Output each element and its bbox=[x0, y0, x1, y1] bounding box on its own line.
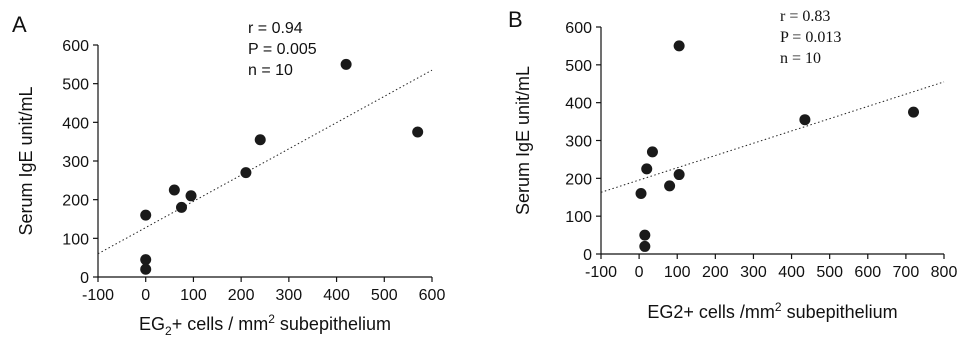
panel-b-y-axis-label: Serum IgE unit/mL bbox=[513, 66, 533, 215]
panel-b-x-axis-label-part: EG2+ cells /mm bbox=[647, 302, 775, 322]
panel-b-x-axis-label: EG2+ cells /mm2 subepithelium bbox=[647, 300, 897, 322]
panel-a-x-tick-label: 500 bbox=[371, 287, 398, 304]
panel-a-x-tick-label: 100 bbox=[180, 287, 207, 304]
panel-a-x-axis-label-part: 2 bbox=[165, 324, 172, 337]
panel-a-y-tick-label: 100 bbox=[62, 231, 89, 248]
panel-a-y-tick-label: 400 bbox=[62, 115, 89, 132]
panel-b-x-tick-label: 100 bbox=[664, 264, 691, 281]
panel-b-data-point bbox=[646, 146, 658, 158]
panel-a-data-point bbox=[340, 58, 352, 70]
panel-a-x-tick-label: -100 bbox=[82, 287, 114, 304]
panel-b-x-tick-label: 700 bbox=[893, 264, 920, 281]
panel-b-data-point bbox=[641, 163, 653, 175]
panel-a-y-tick-label: 0 bbox=[80, 270, 89, 287]
panel-b-x-tick-label: 0 bbox=[635, 264, 644, 281]
panel-a-stat-line: r = 0.94 bbox=[248, 20, 303, 37]
panel-a-trendline bbox=[97, 69, 433, 255]
panel-a-x-axis-label-part: + cells / mm bbox=[172, 314, 269, 334]
panel-b-y-tick-label: 0 bbox=[583, 247, 592, 264]
panel-a-x-axis-label: EG2+ cells / mm2 subepithelium bbox=[139, 312, 391, 337]
panel-b-data-point bbox=[908, 106, 920, 118]
panel-a-stat-line: n = 10 bbox=[248, 62, 293, 79]
panel-b-data-point bbox=[799, 114, 811, 126]
panel-a-letter: A bbox=[12, 12, 27, 37]
panel-a-x-axis-label-part: 2 bbox=[268, 312, 275, 326]
panel-b-stat-line: r = 0.83 bbox=[780, 8, 830, 25]
panel-b-stat-line: n = 10 bbox=[780, 50, 821, 67]
panel-b-x-tick-label: 800 bbox=[931, 264, 958, 281]
panel-b-data-point bbox=[639, 240, 651, 252]
panel-b-data-point bbox=[673, 40, 685, 52]
panel-a-x-tick-label: 600 bbox=[419, 287, 446, 304]
panel-a-x-tick-label: 200 bbox=[228, 287, 255, 304]
panel-a-data-point bbox=[140, 209, 152, 221]
panel-b-y-tick-label: 500 bbox=[565, 58, 592, 75]
panel-b-data-point bbox=[664, 180, 676, 192]
panel-b-data-point bbox=[635, 187, 647, 199]
panel-a-x-axis-label-part: subepithelium bbox=[275, 314, 391, 334]
panel-a-data-point bbox=[412, 126, 424, 138]
panel-a-y-tick-label: 200 bbox=[62, 193, 89, 210]
panel-a-y-tick-label: 600 bbox=[62, 38, 89, 55]
panel-a-x-tick-label: 400 bbox=[323, 287, 350, 304]
panel-b-y-tick-label: 600 bbox=[565, 20, 592, 37]
panel-a-data-point bbox=[254, 134, 266, 146]
panel-b-data-point bbox=[673, 169, 685, 181]
panel-b-x-axis-label-part: subepithelium bbox=[782, 302, 898, 322]
panel-a-data-point bbox=[185, 190, 197, 202]
panel-a-x-tick-label: 300 bbox=[276, 287, 303, 304]
panel-b-x-tick-label: 200 bbox=[702, 264, 729, 281]
panel-a-stat-line: P = 0.005 bbox=[248, 41, 317, 58]
panel-a-data-point bbox=[168, 184, 180, 196]
panel-a-x-tick-label: 0 bbox=[141, 287, 150, 304]
panel-b-letter: B bbox=[508, 7, 523, 32]
panel-a-data-point bbox=[140, 263, 152, 275]
panel-a-x-axis-label-part: EG bbox=[139, 314, 165, 334]
panel-b-y-tick-label: 300 bbox=[565, 134, 592, 151]
panel-b-y-tick-label: 200 bbox=[565, 171, 592, 188]
panel-a-data-point bbox=[176, 201, 187, 213]
panel-b-x-tick-label: 500 bbox=[816, 264, 843, 281]
panel-a-data-point bbox=[140, 254, 152, 266]
panel-a-data-point bbox=[240, 167, 252, 179]
panel-a-y-axis-label: Serum IgE unit/mL bbox=[16, 86, 36, 235]
panel-a-y-tick-label: 300 bbox=[62, 154, 89, 171]
panel-a-y-tick-label: 500 bbox=[62, 77, 89, 94]
panel-b-x-tick-label: 600 bbox=[854, 264, 881, 281]
panel-b-stat-line: P = 0.013 bbox=[780, 29, 841, 46]
panel-b-trendline bbox=[600, 81, 945, 193]
panel-b-x-tick-label: 400 bbox=[778, 264, 805, 281]
panel-b-data-point bbox=[639, 229, 651, 241]
panel-b-x-axis-label-part: 2 bbox=[775, 300, 782, 314]
panel-b-y-tick-label: 100 bbox=[565, 209, 592, 226]
panel-b-x-tick-label: 300 bbox=[740, 264, 767, 281]
panel-b-x-tick-label: -100 bbox=[585, 264, 617, 281]
panel-b-y-tick-label: 400 bbox=[565, 96, 592, 113]
